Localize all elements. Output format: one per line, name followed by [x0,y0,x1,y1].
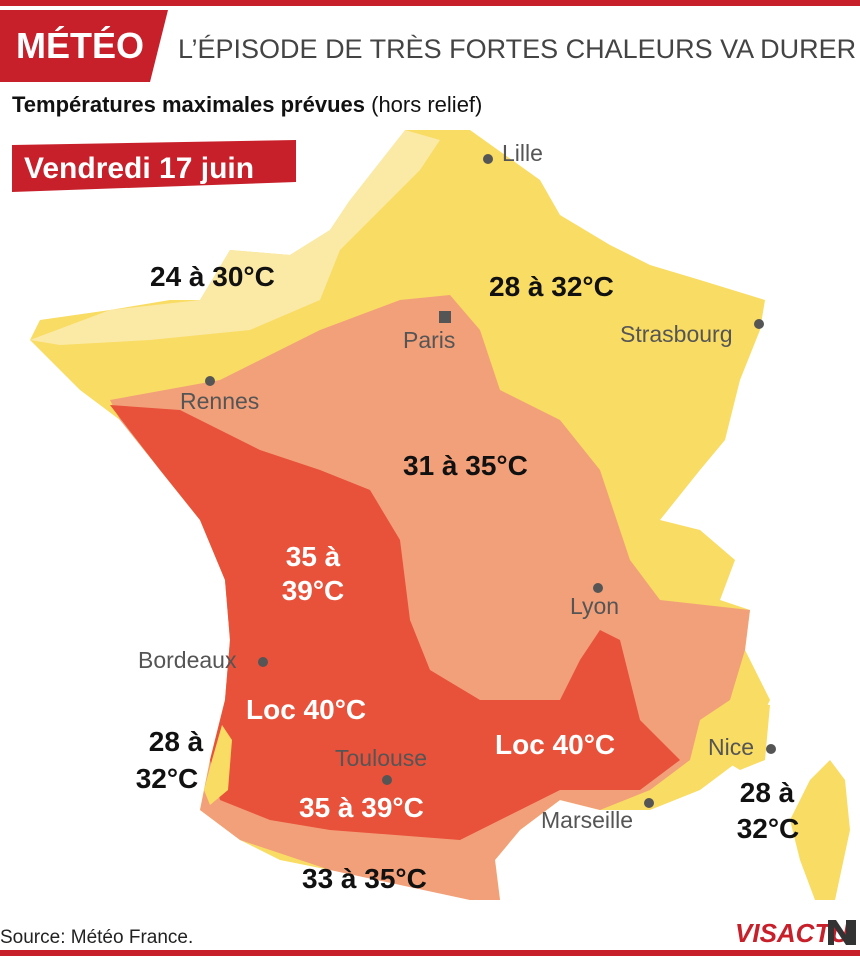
city-label: Rennes [180,388,259,414]
city-dot [644,798,654,808]
zone-label: 32°C [136,763,199,794]
date: Vendredi 17 juin [24,152,254,185]
bottom-bar [0,950,860,956]
zone-yellow-nice [715,700,770,770]
zone-label: 28 à [740,777,795,808]
source: Source: Météo France. [0,927,193,948]
date-box [12,140,296,192]
city-label: Lille [502,140,543,166]
zone-label: 39°C [282,575,345,606]
top-bar [0,0,860,6]
zone-red [110,405,680,840]
city-dot [766,744,776,754]
zone-yellow-coast [204,725,232,805]
zone-label: 31 à 35°C [403,450,528,481]
zone-label: Loc 40°C [246,694,366,725]
logo-mark [828,920,856,945]
city-dot [205,376,215,386]
capital-dot [439,311,451,323]
zone-label: 28 à [149,726,204,757]
city-label: Marseille [541,807,633,833]
city-label: Nice [708,734,754,760]
city-label: Bordeaux [138,647,237,673]
city-dot [258,657,268,667]
map [30,130,850,900]
city-dot [754,319,764,329]
tag-box [0,10,168,82]
zone-label: 35 à [286,541,341,572]
zone-label: 33 à 35°C [302,863,427,894]
city-label: Toulouse [335,745,427,771]
city-label: Paris [403,327,455,353]
subtitle: Températures maximales prévues (hors rel… [12,92,482,117]
zone-label: 35 à 39°C [299,792,424,823]
header-tag: MÉTÉO [16,25,144,66]
city-dot [382,775,392,785]
city-label: Lyon [570,593,619,619]
city-label: Strasbourg [620,321,733,347]
zone-label: 32°C [737,813,800,844]
zone-label: Loc 40°C [495,729,615,760]
zone-pale [30,130,440,345]
city-dot [483,154,493,164]
corsica [790,760,850,900]
header-title: L’ÉPISODE DE TRÈS FORTES CHALEURS VA DUR… [178,34,856,64]
subtitle-bold: Températures maximales prévues [12,92,365,117]
subtitle-normal: (hors relief) [371,92,482,117]
zone-label: 28 à 32°C [489,271,614,302]
zone-label: 24 à 30°C [150,261,275,292]
city-dot [593,583,603,593]
